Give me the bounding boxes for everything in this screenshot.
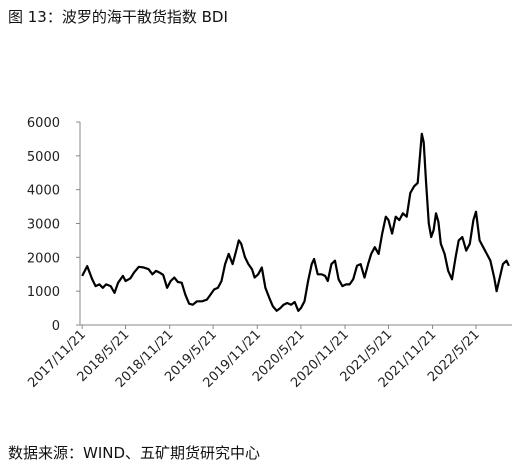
- y-tick-label: 1000: [27, 285, 60, 300]
- y-tick-label: 2000: [27, 251, 60, 266]
- y-tick-label: 5000: [27, 150, 60, 165]
- y-tick-label: 6000: [27, 116, 60, 131]
- figure-title: 图 13：波罗的海干散货指数 BDI: [8, 8, 228, 26]
- source-note: 数据来源：WIND、五矿期货研究中心: [8, 444, 261, 462]
- x-tick-label: 2017/11/21: [25, 327, 89, 391]
- y-tick-label: 4000: [27, 184, 60, 199]
- data-line: [81, 132, 510, 312]
- y-tick-label: 0: [52, 319, 60, 334]
- y-tick-label: 3000: [27, 218, 60, 233]
